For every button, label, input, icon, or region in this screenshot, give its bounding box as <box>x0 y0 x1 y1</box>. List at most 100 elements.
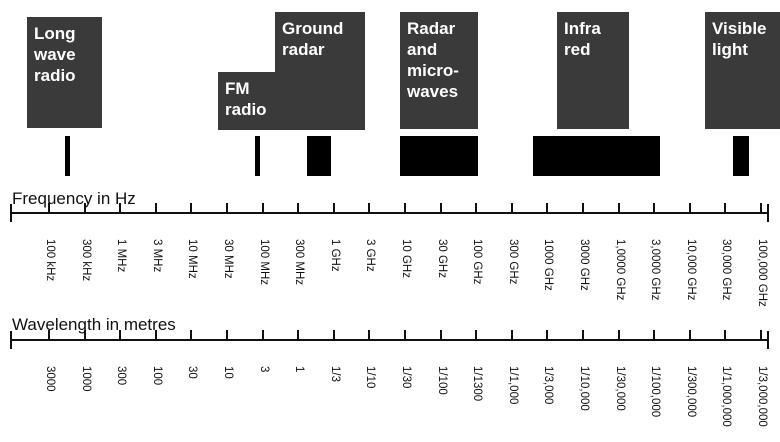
wavelength-tick <box>155 330 157 340</box>
frequency-tick-label: 10 GHz <box>400 239 412 278</box>
frequency-tick-label: 10 MHz <box>186 239 198 279</box>
wavelength-tick-label: 3000 <box>44 366 56 392</box>
frequency-tick-label: 30 MHz <box>222 239 234 279</box>
wavelength-tick <box>760 330 762 340</box>
wavelength-tick-label: 3 <box>258 366 270 373</box>
band-label-ground-radar: Ground radar <box>275 12 365 130</box>
band-bar-long-wave-radio <box>65 136 70 176</box>
frequency-tick-label: 300 kHz <box>80 239 92 282</box>
frequency-tick-label: 100 kHz <box>44 239 56 282</box>
wavelength-axis-line <box>10 339 768 341</box>
band-bar-fm-radio <box>255 136 260 176</box>
frequency-tick <box>546 203 548 213</box>
wavelength-tick-label: 1000 <box>80 366 92 392</box>
wavelength-tick-label: 300 <box>115 366 127 386</box>
wavelength-tick-label: 1/1,000 <box>507 366 519 405</box>
wavelength-tick <box>724 330 726 340</box>
wavelength-tick-label: 30 <box>186 366 198 379</box>
frequency-tick <box>475 203 477 213</box>
band-bar-visible-light <box>733 136 749 176</box>
wavelength-tick-label: 1/1300 <box>471 366 483 402</box>
wavelength-tick <box>546 330 548 340</box>
wavelength-tick <box>582 330 584 340</box>
frequency-tick-label: 100 GHz <box>471 239 483 285</box>
wavelength-tick-label: 1/10 <box>364 366 376 389</box>
wavelength-tick-label: 1/100,000 <box>649 366 661 418</box>
wavelength-tick-label: 1/30 <box>400 366 412 389</box>
frequency-tick <box>48 203 50 213</box>
wavelength-axis-end-mark <box>767 331 769 349</box>
wavelength-tick <box>226 330 228 340</box>
frequency-tick-label: 3 GHz <box>364 239 376 272</box>
wavelength-tick <box>190 330 192 340</box>
frequency-tick-label: 30,000 GHz <box>720 239 732 301</box>
wavelength-tick <box>475 330 477 340</box>
frequency-tick-label: 3 MHz <box>151 239 163 273</box>
wavelength-tick <box>84 330 86 340</box>
wavelength-tick <box>333 330 335 340</box>
wavelength-axis-title: Wavelength in metres <box>12 315 176 334</box>
frequency-tick <box>440 203 442 213</box>
wavelength-tick <box>262 330 264 340</box>
wavelength-tick-label: 1/100 <box>436 366 448 395</box>
frequency-tick-label: 1,0000 GHz <box>614 239 626 301</box>
wavelength-tick-label: 1/3,000 <box>542 366 554 405</box>
frequency-tick <box>190 203 192 213</box>
frequency-tick <box>689 203 691 213</box>
band-label-infra-red: Infra red <box>557 12 629 129</box>
frequency-tick-label: 30 GHz <box>436 239 448 278</box>
frequency-tick <box>760 203 762 213</box>
wavelength-tick-label: 1/10,000 <box>578 366 590 411</box>
wavelength-tick-label: 10 <box>222 366 234 379</box>
frequency-tick-label: 1 MHz <box>115 239 127 273</box>
frequency-tick <box>724 203 726 213</box>
wavelength-tick-label: 1/3 <box>329 366 341 382</box>
frequency-tick <box>653 203 655 213</box>
wavelength-axis-end-mark <box>10 331 12 349</box>
wavelength-tick <box>653 330 655 340</box>
wavelength-tick <box>119 330 121 340</box>
band-bar-ground-radar <box>307 136 331 176</box>
frequency-axis-end-mark <box>10 204 12 222</box>
frequency-tick <box>582 203 584 213</box>
wavelength-tick-label: 1/30,000 <box>614 366 626 411</box>
frequency-tick <box>511 203 513 213</box>
wavelength-tick <box>618 330 620 340</box>
wavelength-tick <box>48 330 50 340</box>
frequency-tick <box>618 203 620 213</box>
frequency-axis-title: Frequency in Hz <box>12 189 136 208</box>
frequency-tick-label: 100 MHz <box>258 239 270 286</box>
wavelength-tick-label: 1/3,000,000 <box>756 366 768 427</box>
band-bar-radar-and-microwaves <box>400 136 478 176</box>
frequency-tick <box>404 203 406 213</box>
frequency-tick-label: 1000 GHz <box>542 239 554 291</box>
wavelength-tick <box>440 330 442 340</box>
frequency-tick-label: 3,0000 GHz <box>649 239 661 301</box>
frequency-tick <box>226 203 228 213</box>
wavelength-tick <box>297 330 299 340</box>
frequency-tick-label: 100,000 GHz <box>756 239 768 307</box>
band-label-visible-light: Visible light <box>705 12 780 129</box>
frequency-tick <box>155 203 157 213</box>
frequency-tick <box>333 203 335 213</box>
band-bar-infra-red <box>533 136 660 176</box>
frequency-axis-line <box>10 212 768 214</box>
frequency-tick-label: 3000 GHz <box>578 239 590 291</box>
wavelength-tick-label: 1/300,000 <box>685 366 697 418</box>
frequency-tick-label: 1 GHz <box>329 239 341 272</box>
frequency-tick <box>84 203 86 213</box>
wavelength-tick-label: 1/1,000,000 <box>720 366 732 427</box>
frequency-tick <box>262 203 264 213</box>
wavelength-tick <box>689 330 691 340</box>
band-label-long-wave-radio: Long wave radio <box>27 17 102 128</box>
wavelength-tick-label: 1 <box>293 366 305 373</box>
wavelength-tick-label: 100 <box>151 366 163 386</box>
frequency-tick <box>119 203 121 213</box>
wavelength-tick <box>368 330 370 340</box>
wavelength-tick <box>511 330 513 340</box>
frequency-tick-label: 10,000 GHz <box>685 239 697 301</box>
wavelength-tick <box>404 330 406 340</box>
frequency-tick-label: 300 GHz <box>507 239 519 285</box>
frequency-tick <box>297 203 299 213</box>
